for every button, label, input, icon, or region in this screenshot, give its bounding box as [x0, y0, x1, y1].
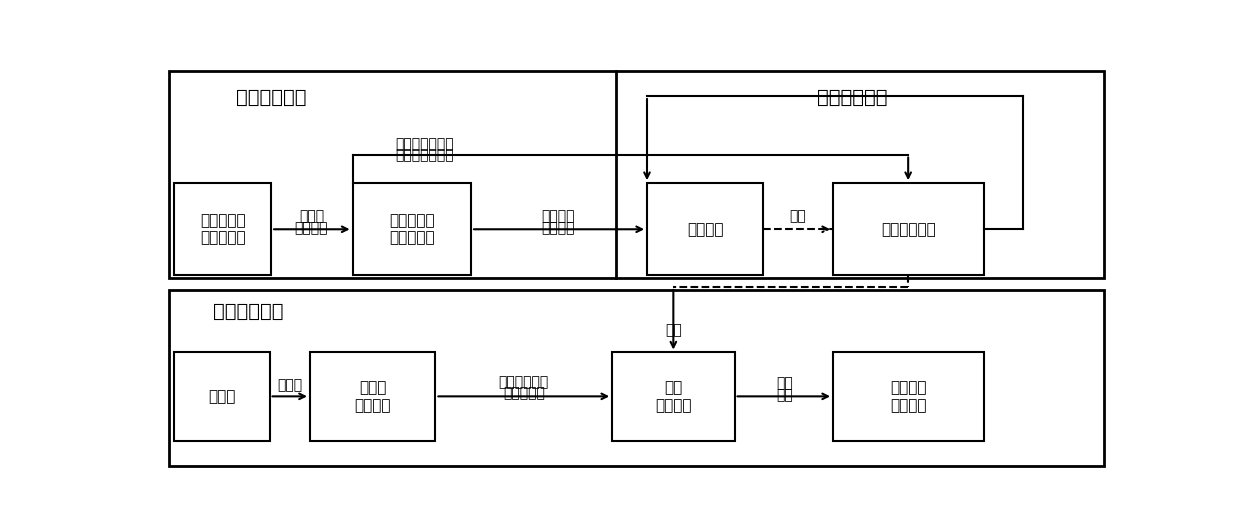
Text: 数据处理单元: 数据处理单元	[235, 88, 306, 107]
Text: 识别应用单元: 识别应用单元	[213, 303, 284, 321]
Text: 参数: 参数	[665, 323, 681, 337]
Bar	[169, 72, 1104, 278]
Text: 训练图像: 训练图像	[541, 221, 575, 235]
Bar	[175, 183, 271, 276]
Text: 车辆图像: 车辆图像	[295, 221, 328, 235]
Bar	[833, 183, 984, 276]
Text: 视频流
处理模块: 视频流 处理模块	[354, 381, 390, 413]
Bar	[612, 353, 735, 441]
Text: 车辆图像数
据获取模块: 车辆图像数 据获取模块	[199, 213, 245, 245]
Bar	[169, 290, 1104, 466]
Bar	[310, 353, 435, 441]
Text: 网络训练单元: 网络训练单元	[818, 88, 887, 107]
Text: 识别结果
存储模块: 识别结果 存储模块	[891, 381, 927, 413]
Text: 微调模块: 微调模块	[541, 209, 575, 223]
Text: 车辆的图像: 车辆的图像	[503, 386, 545, 400]
Text: 当前场景已标注: 当前场景已标注	[395, 137, 453, 151]
Text: 迁移学习模块: 迁移学习模块	[881, 222, 935, 237]
Text: 视频流: 视频流	[278, 379, 302, 392]
Bar	[833, 353, 984, 441]
Text: 车型
识别模块: 车型 识别模块	[655, 381, 691, 413]
Text: 参数: 参数	[789, 209, 807, 223]
Text: 摄像头: 摄像头	[208, 389, 235, 404]
Bar	[175, 353, 270, 441]
Text: 信息的车辆图像: 信息的车辆图像	[395, 149, 453, 162]
Bar	[647, 183, 763, 276]
Text: 微调模块: 微调模块	[686, 222, 724, 237]
Text: 旧场景: 旧场景	[299, 209, 323, 223]
Text: 新场景待识别: 新场景待识别	[498, 375, 549, 389]
Text: 结果: 结果	[776, 388, 793, 402]
Text: 车辆图像数
据筛选模块: 车辆图像数 据筛选模块	[389, 213, 435, 245]
Bar	[353, 183, 471, 276]
Text: 识别: 识别	[776, 376, 793, 390]
